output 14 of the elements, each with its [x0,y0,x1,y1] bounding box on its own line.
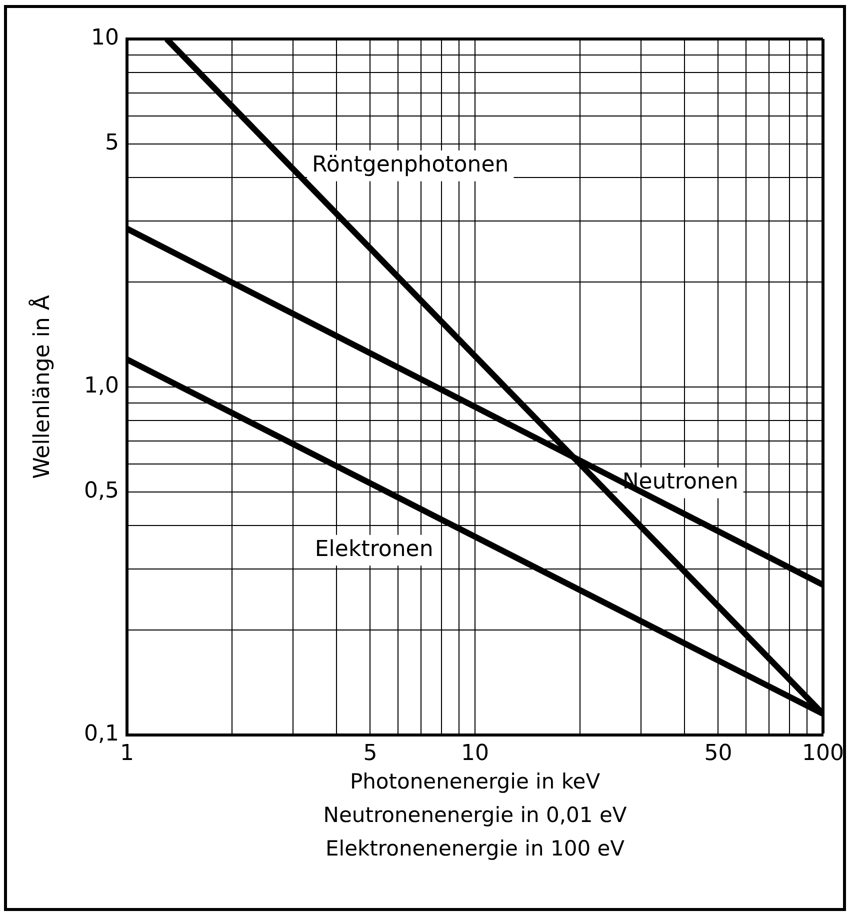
series-label: Röntgenphotonen [312,152,509,178]
y-tick-label: 0,1 [84,722,119,747]
series-label: Elektronen [314,536,434,562]
y-axis-title: Wellenlänge in Å [28,295,55,479]
x-tick-label: 100 [802,740,844,766]
x-axis-title: Photonenenergie in keV Neutronenenergie in 0,01 eV Elektronenenergie in 100 eV [323,769,628,861]
y-tick-label: 5 [105,130,119,156]
x-tick-label: 1 [120,740,134,766]
y-tick-label: 1,0 [84,374,119,399]
y-tick-label: 0,5 [84,478,119,504]
x-tick-label: 10 [461,740,489,766]
y-tick-label: 10 [91,26,119,51]
x-tick-label: 50 [704,740,732,766]
x-tick-label: 5 [363,740,378,766]
